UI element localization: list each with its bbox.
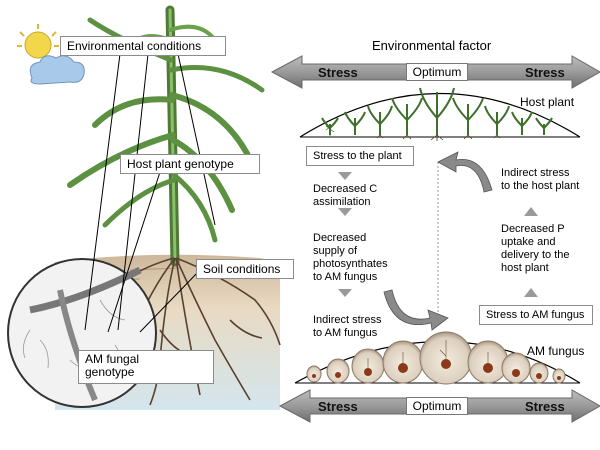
- decreased-photosynthate-supply-text: Decreased supply of photosynthates to AM…: [313, 232, 388, 283]
- indirect-stress-to-host-text: Indirect stress to the host plant: [501, 167, 580, 192]
- sun-icon: [17, 24, 59, 59]
- am-fungal-genotype-label: AM fungal genotype: [78, 350, 214, 384]
- decreased-c-assimilation-text: Decreased C assimilation: [313, 183, 378, 208]
- right-chain-triangles: [524, 207, 538, 297]
- left-chain-triangles: [338, 172, 352, 297]
- indirect-stress-to-fungus-text: Indirect stress to AM fungus: [313, 314, 382, 339]
- curved-arrow-to-fungus: [383, 289, 449, 331]
- host-plant-seedlings: [321, 87, 553, 141]
- bottom-optimum-label: Optimum: [406, 397, 468, 415]
- magnified-root-view: [7, 258, 157, 408]
- bottom-stress-left-label: Stress: [318, 399, 358, 414]
- environmental-conditions-label: Environmental conditions: [60, 36, 226, 56]
- top-optimum-label: Optimum: [406, 63, 468, 81]
- environmental-factor-title: Environmental factor: [372, 38, 492, 53]
- bottom-stress-right-label: Stress: [525, 399, 565, 414]
- am-fungus-colonies: [306, 331, 566, 385]
- label-pointer-lines: [84, 53, 216, 333]
- cloud-icon: [29, 55, 85, 85]
- soil-conditions-label: Soil conditions: [196, 259, 294, 279]
- top-stress-right-label: Stress: [525, 65, 565, 80]
- decreased-p-uptake-text: Decreased P uptake and delivery to the h…: [501, 223, 570, 274]
- am-fungus-label: AM fungus: [527, 344, 585, 358]
- top-stress-left-label: Stress: [318, 65, 358, 80]
- stress-to-am-fungus-box: Stress to AM fungus: [479, 305, 593, 325]
- host-plant-label: Host plant: [520, 95, 575, 109]
- stress-to-plant-box: Stress to the plant: [306, 146, 414, 166]
- curved-arrow-to-plant: [437, 151, 493, 193]
- host-plant-curve: [299, 92, 581, 138]
- host-plant-genotype-label: Host plant genotype: [120, 154, 260, 174]
